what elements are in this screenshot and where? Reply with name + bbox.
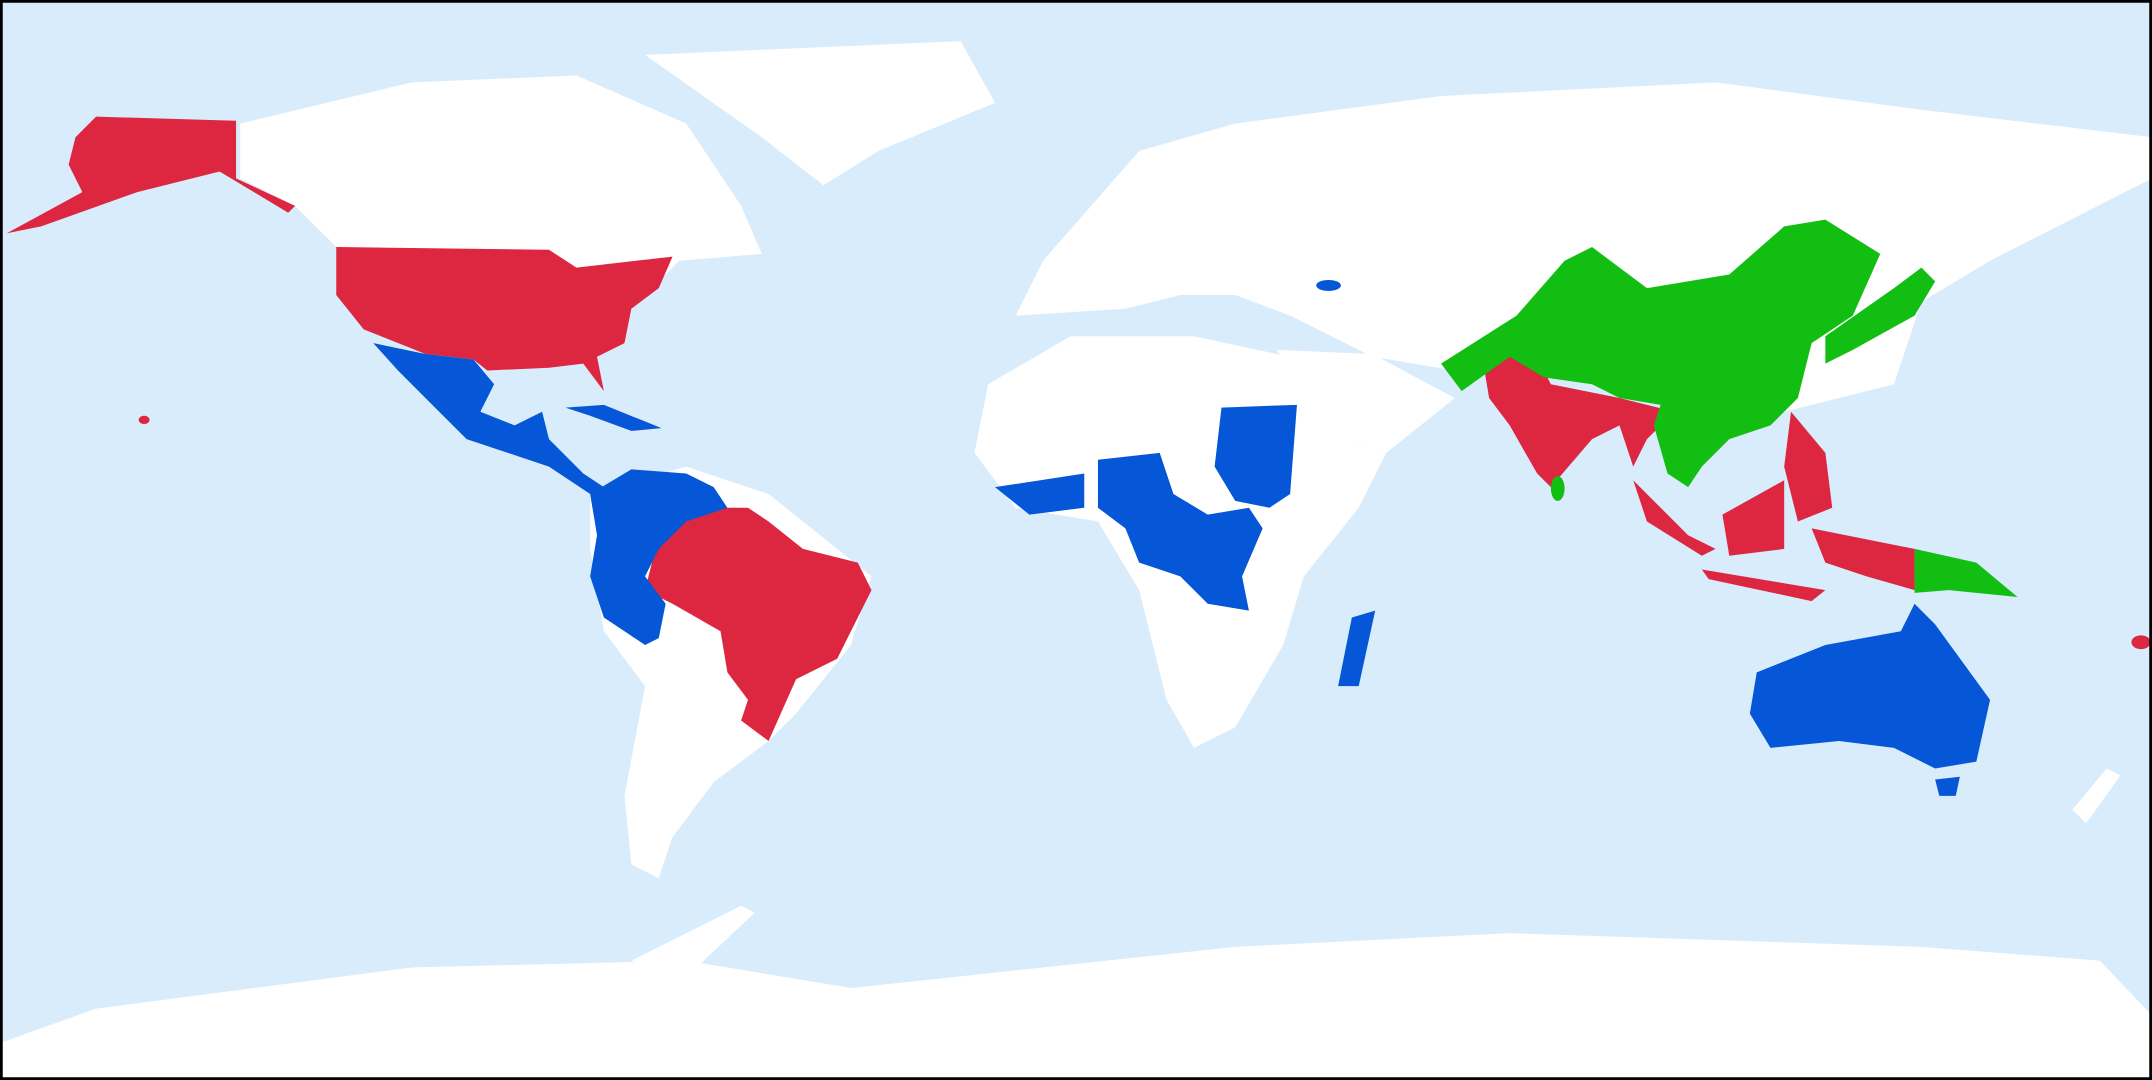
country-northwest-south-america[interactable] [590,469,728,645]
country-madagascar[interactable] [1338,610,1376,687]
country-australia[interactable] [1749,603,1991,769]
country-brazil[interactable] [645,507,872,742]
country-cuba[interactable] [565,404,662,431]
country-sri-lanka[interactable] [1550,476,1565,501]
highlight-group-green [1441,219,2018,597]
region-greenland [645,41,996,186]
country-japan[interactable] [1825,267,1936,364]
country-central-africa[interactable] [1097,452,1263,611]
country-eastern-indonesia[interactable] [1811,528,1915,591]
region-arabia [1276,349,1455,453]
country-sudan[interactable] [1214,404,1297,508]
country-fiji[interactable] [2131,635,2151,650]
region-north-america [240,75,762,296]
region-antarctic-peninsula [631,905,755,978]
country-mexico-central-america[interactable] [373,343,604,495]
country-sumatra[interactable] [1633,480,1716,556]
country-georgia[interactable] [1316,279,1341,291]
highlight-group-blue [373,279,1991,796]
country-java[interactable] [1701,569,1826,602]
country-china-indochina[interactable] [1441,219,1881,488]
region-antarctica [0,933,2152,1080]
country-alaska[interactable] [6,116,296,234]
country-west-africa[interactable] [995,473,1085,515]
country-usa[interactable] [336,247,673,392]
country-hawaii[interactable] [138,415,150,425]
country-tasmania[interactable] [1935,776,1960,796]
country-borneo[interactable] [1722,480,1785,556]
country-philippines[interactable] [1784,411,1833,522]
region-new-zealand [2072,768,2121,824]
highlight-group-red [6,116,2151,742]
country-papua-new-guinea[interactable] [1914,548,2018,597]
